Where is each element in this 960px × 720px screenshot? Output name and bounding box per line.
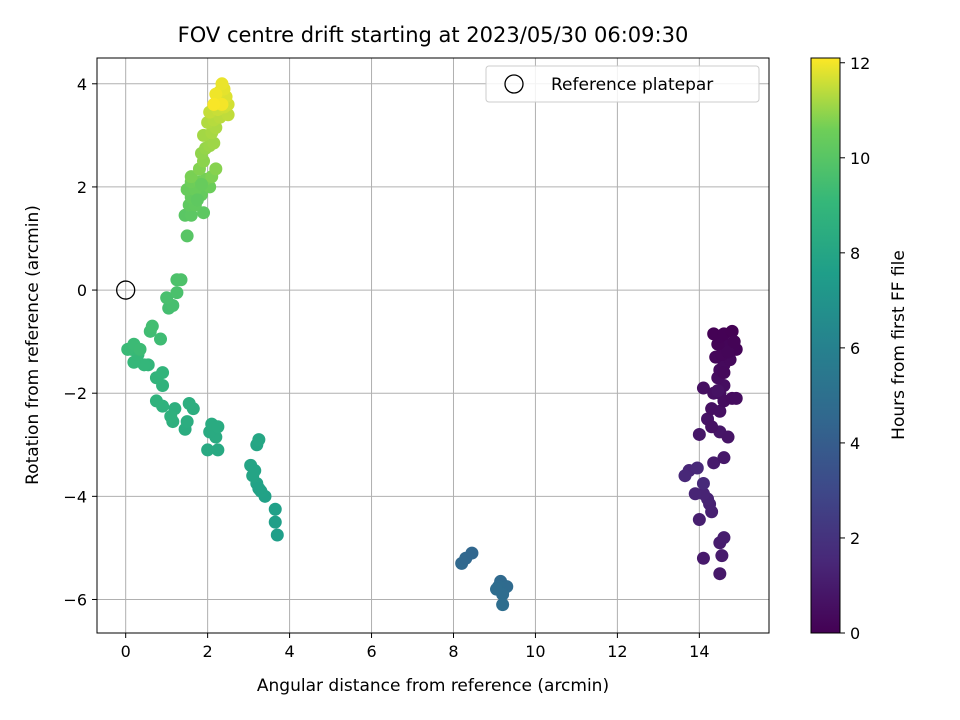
colorbar-gradient bbox=[810, 57, 841, 634]
y-tick-label: −2 bbox=[63, 384, 87, 403]
data-point bbox=[252, 482, 266, 496]
data-point bbox=[207, 97, 221, 111]
data-point bbox=[496, 598, 510, 612]
x-tick-label: 14 bbox=[689, 642, 709, 661]
data-point bbox=[160, 291, 174, 305]
y-axis-label: Rotation from reference (arcmin) bbox=[23, 205, 43, 485]
data-point bbox=[268, 515, 282, 529]
data-point bbox=[133, 342, 147, 356]
x-tick-label: 0 bbox=[121, 642, 131, 661]
data-point bbox=[713, 404, 727, 418]
y-axis-ticks: −6 −4 −2 0 2 4 bbox=[63, 75, 97, 609]
data-point bbox=[145, 319, 159, 333]
data-point bbox=[715, 549, 729, 563]
data-point bbox=[197, 206, 211, 220]
y-tick-label: 2 bbox=[77, 178, 87, 197]
data-point bbox=[174, 273, 188, 287]
colorbar-tick-label: 0 bbox=[850, 624, 860, 643]
x-axis-ticks: 0 2 4 6 8 10 12 14 bbox=[121, 633, 710, 661]
y-tick-label: −4 bbox=[63, 487, 87, 506]
y-tick-label: −6 bbox=[63, 590, 87, 609]
colorbar-tick-label: 6 bbox=[850, 339, 860, 358]
data-point bbox=[690, 461, 704, 475]
x-tick-label: 8 bbox=[448, 642, 458, 661]
data-point bbox=[156, 366, 170, 380]
data-point bbox=[725, 324, 739, 338]
data-point bbox=[721, 345, 735, 359]
colorbar: 0 2 4 6 8 10 12 Hours from first FF file bbox=[810, 54, 909, 643]
data-point bbox=[209, 87, 223, 101]
data-point bbox=[211, 443, 225, 457]
data-point bbox=[707, 456, 721, 470]
data-point bbox=[713, 567, 727, 581]
data-point bbox=[711, 384, 725, 398]
data-point bbox=[465, 546, 479, 560]
data-point bbox=[184, 208, 198, 222]
data-point bbox=[729, 391, 743, 405]
data-point bbox=[692, 513, 706, 527]
x-tick-label: 4 bbox=[284, 642, 294, 661]
data-point bbox=[137, 358, 151, 372]
data-point bbox=[490, 582, 504, 596]
data-point bbox=[717, 451, 731, 465]
y-tick-label: 0 bbox=[77, 281, 87, 300]
x-tick-label: 10 bbox=[525, 642, 545, 661]
plot-area-frame bbox=[96, 57, 770, 634]
reference-platepar-marker bbox=[116, 280, 136, 300]
chart-title: FOV centre drift starting at 2023/05/30 … bbox=[178, 23, 689, 47]
colorbar-tick-label: 12 bbox=[850, 54, 870, 73]
colorbar-label: Hours from first FF file bbox=[889, 250, 909, 440]
legend-reference-marker-icon bbox=[504, 74, 524, 94]
data-point bbox=[268, 502, 282, 516]
legend: Reference platepar bbox=[485, 65, 760, 103]
data-point bbox=[190, 193, 204, 207]
data-point bbox=[717, 531, 731, 545]
data-point bbox=[215, 77, 229, 91]
x-axis-label: Angular distance from reference (arcmin) bbox=[257, 676, 609, 696]
data-point bbox=[705, 420, 719, 434]
x-tick-label: 6 bbox=[366, 642, 376, 661]
data-point bbox=[727, 335, 741, 349]
data-point bbox=[696, 551, 710, 565]
data-point bbox=[692, 427, 706, 441]
data-point bbox=[207, 136, 221, 150]
colorbar-tick-label: 8 bbox=[850, 244, 860, 263]
data-point bbox=[678, 469, 692, 483]
reference-marker-layer bbox=[116, 280, 136, 300]
data-point bbox=[201, 443, 215, 457]
data-point bbox=[154, 332, 168, 346]
data-point bbox=[717, 366, 731, 380]
data-point bbox=[696, 476, 710, 490]
data-point bbox=[182, 397, 196, 411]
data-point bbox=[721, 430, 735, 444]
legend-box bbox=[485, 65, 760, 103]
data-point bbox=[707, 327, 721, 341]
data-point bbox=[180, 415, 194, 429]
data-point bbox=[209, 162, 223, 176]
data-point bbox=[696, 381, 710, 395]
data-point bbox=[149, 394, 163, 408]
data-point bbox=[211, 420, 225, 434]
y-tick-label: 4 bbox=[77, 75, 87, 94]
data-point bbox=[194, 177, 208, 191]
colorbar-ticks: 0 2 4 6 8 10 12 bbox=[840, 54, 870, 643]
colorbar-tick-label: 2 bbox=[850, 529, 860, 548]
data-point bbox=[184, 170, 198, 184]
data-point bbox=[164, 409, 178, 423]
data-point bbox=[180, 229, 194, 243]
data-points bbox=[121, 77, 743, 612]
data-point bbox=[688, 487, 702, 501]
x-tick-label: 12 bbox=[607, 642, 627, 661]
data-point bbox=[248, 464, 262, 478]
colorbar-tick-label: 4 bbox=[850, 434, 860, 453]
legend-label: Reference platepar bbox=[551, 75, 713, 95]
colorbar-tick-label: 10 bbox=[850, 149, 870, 168]
grid-lines bbox=[97, 58, 769, 633]
data-point bbox=[170, 286, 184, 300]
data-point bbox=[252, 433, 266, 447]
x-tick-label: 2 bbox=[203, 642, 213, 661]
data-point bbox=[270, 528, 284, 542]
